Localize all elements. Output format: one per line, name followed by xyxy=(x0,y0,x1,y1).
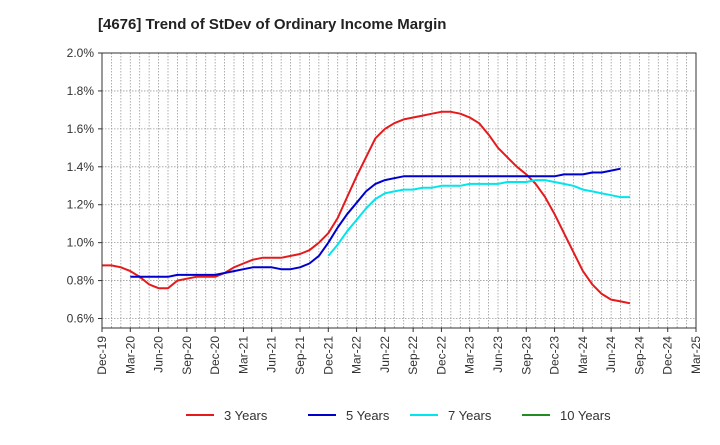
x-axis-ticks: Dec-19 Mar-20 Jun-20 Sep-20 Dec-20 Mar-21 Jun-… xyxy=(95,328,703,375)
x-tick-label: Dec-21 xyxy=(321,336,335,375)
x-tick-label: Sep-22 xyxy=(406,336,420,375)
series-line-5-years xyxy=(130,167,621,278)
chart-title: [4676] Trend of StDev of Ordinary Income… xyxy=(98,16,447,33)
x-tick-label: Mar-23 xyxy=(463,336,477,374)
y-axis-ticks: 0.6% 0.8% 1.0% 1.2% 1.4% 1.6% 1.8% 2.0% xyxy=(67,46,102,326)
x-tick-label: Dec-20 xyxy=(208,336,222,375)
legend-label: 3 Years xyxy=(224,408,268,423)
x-tick-label: Dec-23 xyxy=(548,336,562,375)
x-tick-label: Jun-22 xyxy=(378,336,392,373)
y-tick-label: 1.4% xyxy=(67,160,95,174)
series-line-7-years xyxy=(327,179,630,257)
x-tick-label: Jun-20 xyxy=(152,336,166,373)
x-tick-label: Mar-20 xyxy=(123,336,137,374)
x-tick-label: Jun-23 xyxy=(491,336,505,373)
axis-layer xyxy=(101,52,697,329)
x-tick-label: Jun-24 xyxy=(604,336,618,373)
x-tick-label: Dec-22 xyxy=(434,336,448,375)
legend-label: 5 Years xyxy=(346,408,390,423)
x-tick-label: Sep-23 xyxy=(519,336,533,375)
plot-frame xyxy=(101,52,697,329)
x-tick-label: Mar-21 xyxy=(236,336,250,374)
x-tick-label: Jun-21 xyxy=(265,336,279,373)
x-tick-label: Mar-24 xyxy=(576,336,590,374)
y-tick-label: 1.2% xyxy=(67,198,95,212)
y-tick-label: 1.6% xyxy=(67,122,95,136)
legend: 3 Years 5 Years 7 Years 10 Years xyxy=(186,408,611,423)
y-tick-label: 0.8% xyxy=(67,274,95,288)
y-tick-label: 2.0% xyxy=(67,46,95,60)
y-tick-label: 1.0% xyxy=(67,236,95,250)
x-tick-label: Sep-24 xyxy=(632,336,646,375)
legend-label: 7 Years xyxy=(448,408,492,423)
grid-layer xyxy=(102,52,696,328)
x-tick-label: Dec-19 xyxy=(95,336,109,375)
x-tick-label: Dec-24 xyxy=(661,336,675,375)
series-line-3-years xyxy=(102,110,631,305)
y-tick-label: 0.6% xyxy=(67,312,95,326)
x-tick-label: Sep-21 xyxy=(293,336,307,375)
y-tick-label: 1.8% xyxy=(67,84,95,98)
x-tick-label: Mar-22 xyxy=(350,336,364,374)
x-tick-label: Sep-20 xyxy=(180,336,194,375)
x-tick-label: Mar-25 xyxy=(689,336,703,374)
legend-label: 10 Years xyxy=(560,408,611,423)
series-layer xyxy=(102,110,631,305)
